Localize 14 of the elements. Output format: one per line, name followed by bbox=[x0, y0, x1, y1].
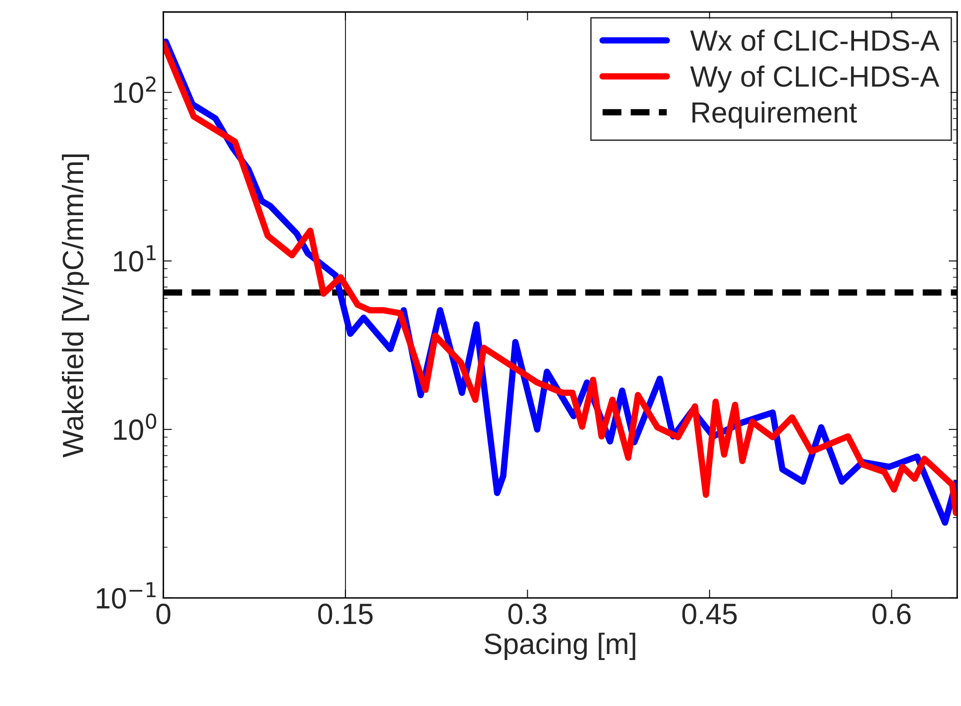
legend-label: Requirement bbox=[692, 101, 857, 129]
legend-label: Wx of CLIC-HDS-A bbox=[690, 30, 940, 51]
x-tick-label: 0.15 bbox=[318, 604, 373, 624]
x-tick-label: 0 bbox=[156, 604, 170, 624]
y-axis-title: Wakefield [V/pC/mm/m] bbox=[62, 154, 90, 458]
y-tick-label: 10$^{1}$ bbox=[114, 245, 156, 272]
y-tick-label: 10$^{−1}$ bbox=[96, 582, 156, 609]
x-tick-label: 0.45 bbox=[682, 604, 737, 624]
x-axis-title: Spacing [m] bbox=[484, 632, 636, 660]
y-tick-label: 10$^{2}$ bbox=[114, 76, 156, 104]
legend-label: Wy of CLIC-HDS-A bbox=[690, 65, 940, 93]
y-tick-label: 10$^{0}$ bbox=[114, 413, 156, 440]
x-tick-label: 0.6 bbox=[872, 604, 911, 624]
x-tick-label: 0.3 bbox=[508, 604, 546, 624]
